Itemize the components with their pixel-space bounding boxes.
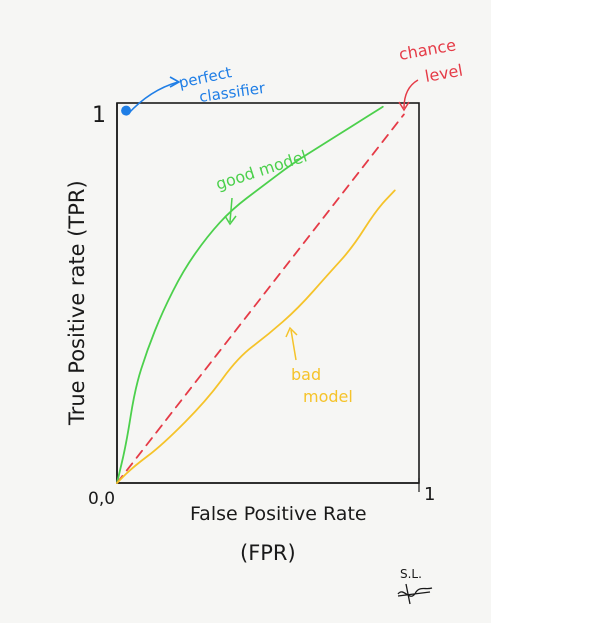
perfect-classifier-arrow <box>127 81 179 115</box>
chance-level-arrowhead <box>398 101 410 112</box>
series-line-good-model <box>116 105 384 484</box>
bad-model-arrow <box>290 329 297 361</box>
x-axis-label: False Positive Rate <box>190 503 367 525</box>
y-max-label: 1 <box>92 103 106 128</box>
perfect-classifier-arrowhead <box>169 76 181 88</box>
x-max-label: 1 <box>424 484 435 505</box>
paper-background <box>0 0 491 623</box>
x-axis-sublabel: (FPR) <box>240 541 296 565</box>
y-axis-label: True Positive rate (TPR) <box>65 180 89 426</box>
series-line-bad-model <box>116 189 396 484</box>
series-layer <box>116 105 405 484</box>
signature-initials: S.L. <box>400 567 422 581</box>
chance-level-label-2: level <box>423 61 464 86</box>
chance-level-label-1: chance <box>397 35 457 64</box>
chance-level-arrow <box>403 79 419 109</box>
origin-label: 0,0 <box>88 489 115 509</box>
signature-scribble <box>397 583 433 605</box>
bad-model-label-2: model <box>303 387 353 406</box>
point-perfect-classifier <box>121 105 132 116</box>
good-model-arrowhead <box>224 215 237 226</box>
good-model-arrow <box>229 197 233 223</box>
bad-model-label-1: bad <box>291 365 321 384</box>
bad-model-arrowhead <box>285 326 298 338</box>
point-layer <box>121 105 132 116</box>
